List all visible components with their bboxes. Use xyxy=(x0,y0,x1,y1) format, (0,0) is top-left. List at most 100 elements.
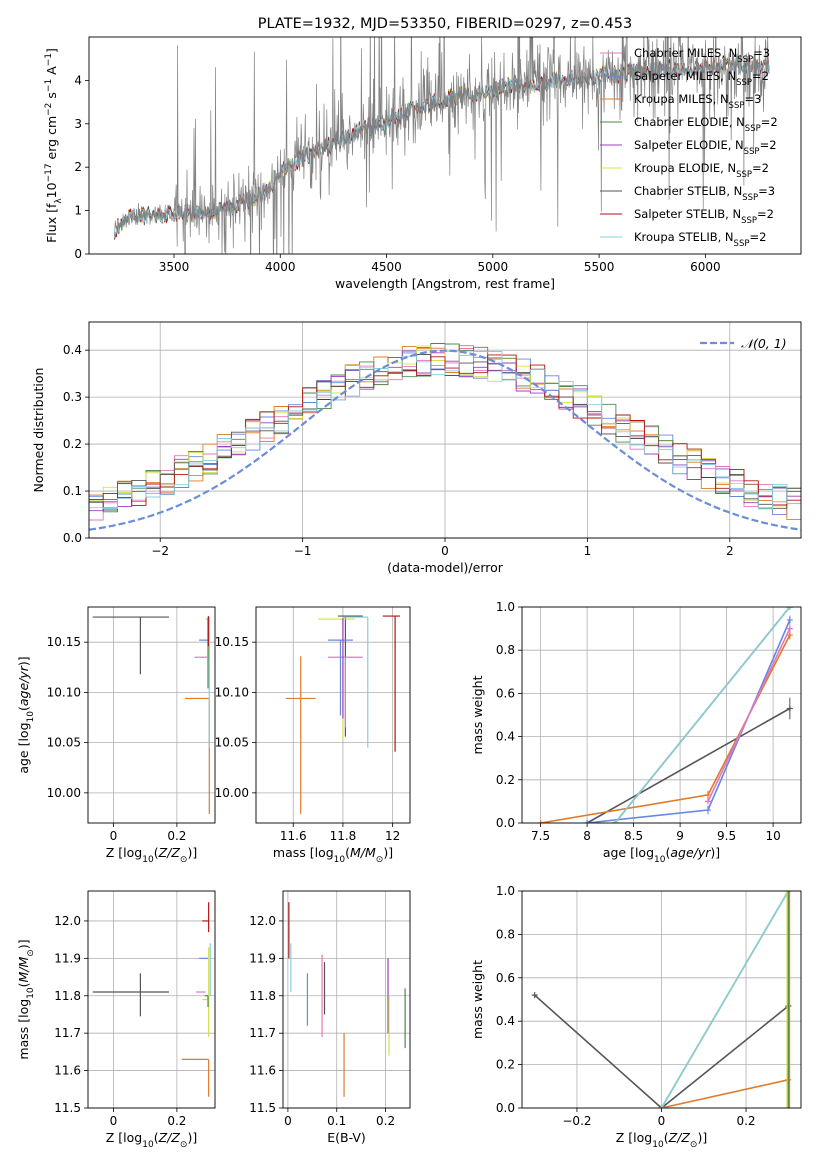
y-tick-label: 10.00 xyxy=(47,786,81,800)
y-tick-label: 0.6 xyxy=(496,686,515,700)
errorbar-point xyxy=(92,973,169,1017)
x-tick-label: 0 xyxy=(284,1114,292,1128)
x-tick-label: 6000 xyxy=(690,260,721,274)
label-part: M/M xyxy=(350,845,376,860)
label-part: 10 xyxy=(142,1140,154,1150)
y-tick-label: 12.0 xyxy=(249,914,276,928)
y-tick-label: 10.05 xyxy=(215,736,249,750)
label-part: Z [log xyxy=(106,845,142,860)
grid xyxy=(256,607,410,823)
y-axis-label: mass weight xyxy=(470,675,485,754)
y-tick-label: 0.0 xyxy=(496,816,515,830)
plot-area xyxy=(288,902,406,1097)
y-tick-label: 10.15 xyxy=(215,635,249,649)
y-tick-label: 11.8 xyxy=(54,989,81,1003)
x-tick-label: 3500 xyxy=(159,260,190,274)
y-tick-label: 11.9 xyxy=(249,951,276,965)
legend-entry: Salpeter ELODIE, NSSP=2 xyxy=(634,138,777,157)
label-part: 10 xyxy=(142,855,154,865)
y-tick-label: 10.10 xyxy=(47,685,81,699)
legend-suffix: =2 xyxy=(761,115,778,129)
label-part: ( xyxy=(664,1130,669,1145)
legend-entry: Salpeter STELIB, NSSP=2 xyxy=(634,207,774,226)
legend-sub: SSP xyxy=(745,124,761,134)
errorbar-point xyxy=(382,615,401,752)
label-part: λ xyxy=(54,198,64,204)
legend-label: Salpeter MILES, N xyxy=(634,69,736,83)
y-tick-label: 0.6 xyxy=(496,971,515,985)
y-tick-label: 0.4 xyxy=(496,1014,515,1028)
errorbar-point xyxy=(328,639,353,716)
x-tick-label: 10 xyxy=(765,829,780,843)
errorbar-point xyxy=(328,656,363,728)
y-tick-label: 0 xyxy=(74,247,82,261)
axes-frame: 11.6 11.8 12 10.00 10.05 10.10 10.15 mass [log1… xyxy=(215,606,411,865)
y-tick-label: 11.6 xyxy=(249,1064,276,1078)
label-part: −17 xyxy=(44,163,54,182)
data-spectrum-line xyxy=(114,37,770,254)
label-part: ⊙ xyxy=(180,855,188,865)
legend-sub: SSP xyxy=(744,147,760,157)
legend-entry: Kroupa ELODIE, NSSP=2 xyxy=(634,161,769,180)
grid xyxy=(522,890,801,1109)
label-part: )] xyxy=(383,845,393,860)
label-part: 10 xyxy=(654,855,666,865)
y-tick-label: 0.0 xyxy=(496,1101,515,1115)
legend-entry: 𝒩(0, 1) xyxy=(741,336,787,351)
y-tick-label: 10.05 xyxy=(47,736,81,750)
panel-age_vs_mass: 11.6 11.8 12 10.00 10.05 10.10 10.15 mass [log1… xyxy=(215,606,411,865)
label-part: ⊙ xyxy=(180,1140,188,1150)
axes-border xyxy=(87,606,216,824)
y-tick-label: 0.8 xyxy=(496,643,515,657)
legend-suffix: =2 xyxy=(749,230,766,244)
y-tick-label: 11.8 xyxy=(249,989,276,1003)
x-axis-label: mass [log10(M/M⊙)] xyxy=(273,845,393,865)
series-marker xyxy=(584,820,591,823)
x-tick-label: 0 xyxy=(441,544,449,558)
panel-spectrum: 3500 4000 4500 5000 5500 6000 0 1 2 3 4 wavelength … xyxy=(44,36,802,291)
y-tick-label: 10.00 xyxy=(215,786,249,800)
histogram-chabrier_elodie xyxy=(89,343,801,513)
legend-sub: SSP xyxy=(729,101,745,111)
label-part: ] xyxy=(44,48,59,53)
legend-sub: SSP xyxy=(741,216,757,226)
label-part: 10 xyxy=(334,855,346,865)
y-axis-label: Flux [fλ10−17 erg cm−2 s−1 A−1] xyxy=(44,48,64,243)
y-tick-label: 0.0 xyxy=(63,531,82,545)
legend-sub: SSP xyxy=(736,78,752,88)
legend-entry: Kroupa STELIB, NSSP=2 xyxy=(634,230,766,249)
y-tick-label: 4 xyxy=(74,73,82,87)
x-tick-label: 0.2 xyxy=(167,1114,186,1128)
y-tick-label: 0.3 xyxy=(63,390,82,404)
label-part: mass [log xyxy=(16,999,31,1060)
label-part: −2 xyxy=(44,103,54,116)
x-tick-label: −2 xyxy=(151,544,169,558)
legend-entry: Chabrier STELIB, NSSP=3 xyxy=(634,184,775,203)
x-tick-label: 5500 xyxy=(584,260,615,274)
chart-title: PLATE=1932, MJD=53350, FIBERID=0297, z=0… xyxy=(258,16,632,32)
panel-residuals: −2 −1 0 1 2 0.0 0.1 0.2 0.3 0.4 (data-model)/error… xyxy=(31,321,802,575)
series-line-kroupa_stelib xyxy=(614,607,791,823)
label-part: s xyxy=(44,92,59,103)
label-part: Flux [f xyxy=(44,203,59,243)
axes-border xyxy=(521,890,802,1109)
label-part: ⊙ xyxy=(690,1140,698,1150)
series-marker xyxy=(537,820,544,823)
axes-frame: −2 −1 0 1 2 0.0 0.1 0.2 0.3 0.4 (data-model)/error… xyxy=(31,321,802,575)
normal-curve xyxy=(89,349,801,531)
axes-frame: 3500 4000 4500 5000 5500 6000 0 1 2 3 4 wavelength … xyxy=(44,36,802,291)
x-tick-label: −1 xyxy=(294,544,312,558)
x-tick-label: 0.2 xyxy=(736,1114,755,1128)
label-part: )] xyxy=(710,845,720,860)
plot-area xyxy=(114,37,770,254)
y-tick-label: 1 xyxy=(74,204,82,218)
y-tick-label: 11.6 xyxy=(54,1064,81,1078)
panel-mass_vs_ebv: 0 0.1 0.2 11.5 11.6 11.7 11.8 11.9 12.0 E(B-V) xyxy=(249,890,411,1145)
x-tick-label: 11.8 xyxy=(330,829,357,843)
label-part: age [log xyxy=(16,722,31,773)
label-part: ( xyxy=(345,845,350,860)
legend-sub: SSP xyxy=(737,55,753,65)
legend-label: Salpeter STELIB, N xyxy=(634,207,741,221)
